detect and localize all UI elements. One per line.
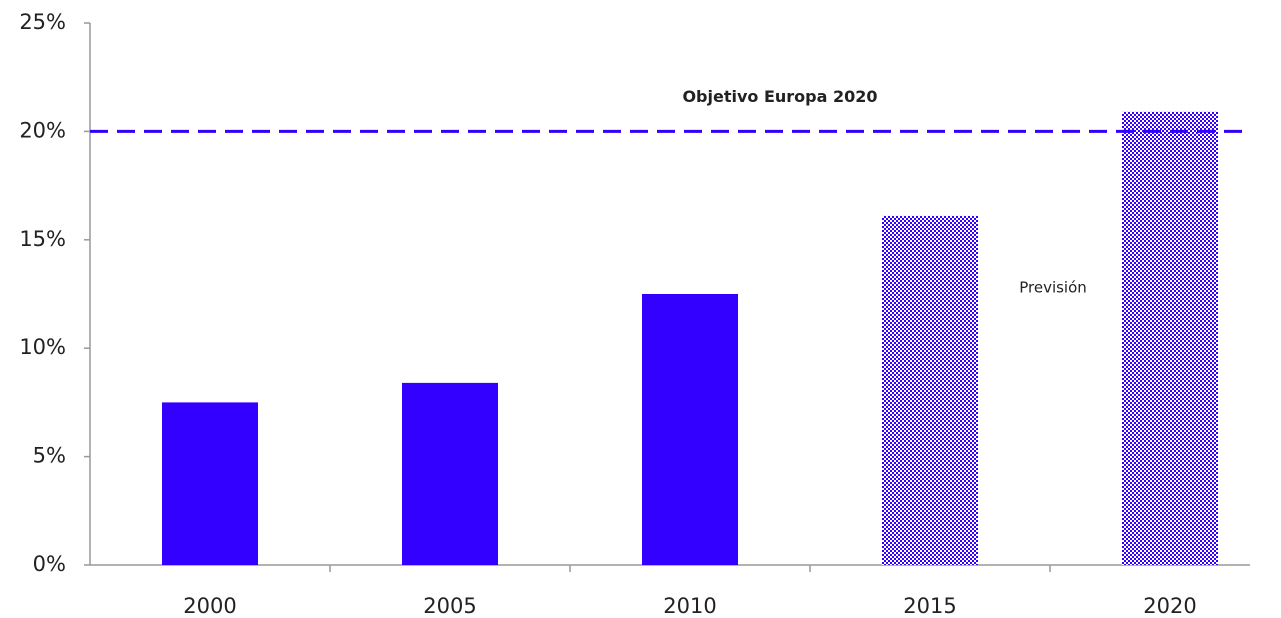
x-tick-label: 2010	[663, 594, 716, 618]
x-tick-label: 2020	[1143, 594, 1196, 618]
y-tick-label: 20%	[19, 118, 66, 142]
y-tick-label: 15%	[19, 227, 66, 251]
y-tick-label: 25%	[19, 10, 66, 34]
annotation: Previsión	[1019, 279, 1087, 297]
x-tick-label: 2015	[903, 594, 956, 618]
x-tick-label: 2000	[183, 594, 236, 618]
y-tick-label: 5%	[33, 444, 66, 468]
bar	[1122, 111, 1218, 565]
bar	[162, 402, 258, 565]
y-tick-label: 0%	[33, 552, 66, 576]
bar	[882, 215, 978, 565]
reference-label: Objetivo Europa 2020	[682, 87, 877, 106]
bar	[402, 382, 498, 565]
x-tick-label: 2005	[423, 594, 476, 618]
bar	[642, 294, 738, 565]
y-tick-label: 10%	[19, 335, 66, 359]
